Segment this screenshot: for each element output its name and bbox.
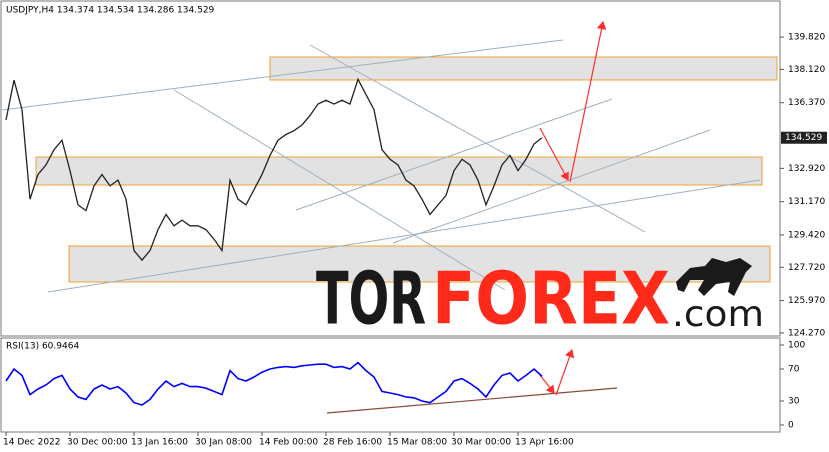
- y-tick-label: 100: [788, 341, 805, 351]
- y-tick-label: 136.370: [788, 98, 825, 108]
- series-line: [5, 77, 543, 262]
- arrows: [539, 20, 607, 396]
- x-tick-label: 13 Jan 16:00: [131, 438, 188, 448]
- x-tick-label: 30 Jan 08:00: [195, 438, 252, 448]
- x-tick-label: 30 Dec 00:00: [67, 438, 128, 448]
- arrow: [539, 374, 555, 394]
- y-tick-label: 0: [788, 421, 794, 431]
- x-tick-label: 28 Feb 16:00: [323, 438, 382, 448]
- trend-line: [47, 179, 761, 293]
- y-tick-label: 127.720: [788, 263, 825, 273]
- x-tick-label: 14 Dec 2022: [3, 438, 61, 448]
- watermark-text: FOREX: [432, 257, 670, 341]
- last-price-label: 134.529: [785, 133, 822, 143]
- trend-line: [173, 89, 506, 291]
- arrow: [555, 348, 575, 396]
- watermark: TOR FOREX .com: [316, 257, 764, 341]
- trend-line: [392, 129, 711, 244]
- rsi-trend-line: [326, 387, 618, 414]
- logo: [676, 258, 752, 296]
- y-tick-label: 30: [788, 397, 800, 407]
- x-tick-label: 15 Mar 08:00: [387, 438, 447, 448]
- y-tick-label: 70: [788, 365, 800, 375]
- zone: [35, 156, 763, 186]
- y-tick-label: 124.270: [788, 328, 825, 338]
- y-tick-label: 131.170: [788, 197, 825, 207]
- chart-title: USDJPY,H4 134.374 134.534 134.286 134.52…: [6, 6, 215, 16]
- series-line: [5, 361, 543, 406]
- trend-line: [1, 39, 564, 111]
- x-tick-label: 14 Feb 00:00: [259, 438, 318, 448]
- watermark-text: TOR: [316, 257, 426, 341]
- series-layer: [5, 77, 543, 406]
- trend-line: [295, 98, 613, 211]
- zone: [269, 56, 778, 81]
- y-tick-label: 125.970: [788, 296, 825, 306]
- zones: [35, 56, 778, 283]
- trend-line: [309, 44, 646, 233]
- watermark-text: .com: [672, 294, 764, 335]
- y-tick-label: 132.920: [788, 164, 825, 174]
- last-price-box: [781, 131, 827, 144]
- arrow: [539, 127, 569, 182]
- arrow: [569, 20, 607, 183]
- y-tick-label: 129.420: [788, 230, 825, 240]
- rsi-title: RSI(13) 60.9464: [6, 342, 79, 352]
- y-tick-label: 138.120: [788, 65, 825, 75]
- trend-lines: [1, 39, 761, 414]
- zone: [68, 245, 771, 283]
- x-tick-label: 30 Mar 00:00: [451, 438, 511, 448]
- y-tick-label: 139.820: [788, 33, 825, 43]
- rsi-panel: [0, 337, 781, 433]
- x-tick-label: 13 Apr 16:00: [515, 438, 574, 448]
